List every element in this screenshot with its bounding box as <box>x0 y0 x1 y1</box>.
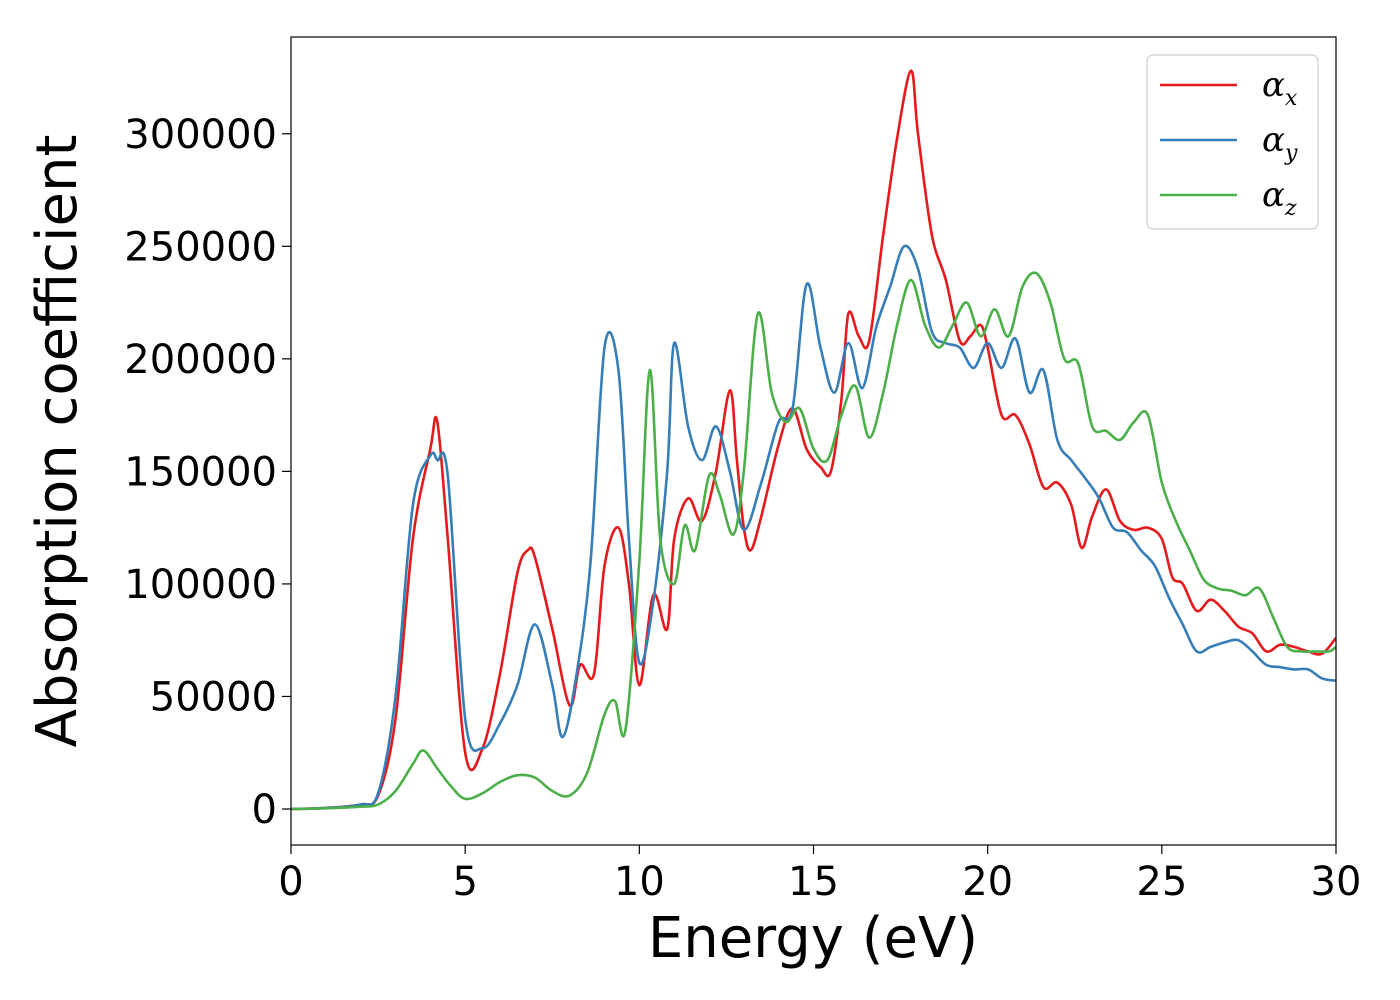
y-tick-label: 150000 <box>124 449 277 495</box>
y-axis: 0 50000 100000 150000 200000 250000 300000 <box>124 112 291 833</box>
legend-box <box>1146 54 1319 230</box>
x-tick-label: 0 <box>278 859 303 905</box>
series-line-z <box>291 271 1336 811</box>
x-tick-label: 5 <box>452 859 477 905</box>
y-tick-label: 200000 <box>124 337 277 383</box>
x-tick-label: 30 <box>1311 859 1362 905</box>
legend-label-z: αz <box>1262 175 1297 221</box>
y-axis-title: Absorption coefficient <box>25 135 90 748</box>
x-tick-label: 15 <box>788 859 839 905</box>
series-line-y <box>291 244 1336 811</box>
y-tick-label: 100000 <box>124 562 277 608</box>
y-tick-label: 300000 <box>124 112 277 158</box>
x-axis: 0 5 10 15 20 25 30 <box>278 845 1361 905</box>
x-tick-label: 25 <box>1136 859 1187 905</box>
x-tick-label: 20 <box>962 859 1013 905</box>
series-line-x <box>291 69 1336 811</box>
y-tick-label: 250000 <box>124 224 277 270</box>
x-axis-title: Energy (eV) <box>648 906 978 971</box>
series-layer <box>291 69 1336 811</box>
x-tick-label: 10 <box>614 859 665 905</box>
y-tick-label: 50000 <box>150 674 277 720</box>
y-tick-label: 0 <box>252 787 277 833</box>
